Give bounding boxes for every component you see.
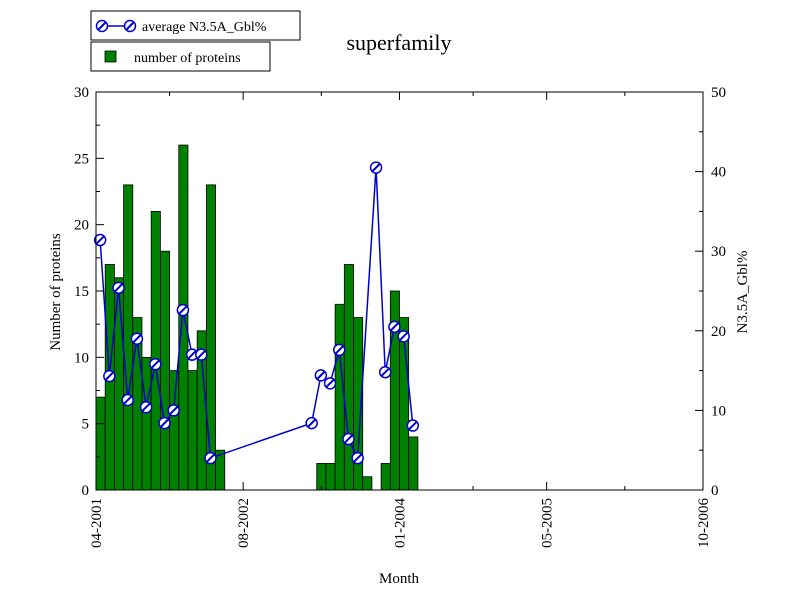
- y-axis-label: Number of proteins: [48, 233, 64, 351]
- bar-09-2003: [362, 476, 373, 491]
- y2-axis-label: N3.5A_Gbl%: [735, 251, 751, 334]
- y-tick-label-10: 10: [74, 350, 89, 366]
- y-tick-label-5: 5: [82, 417, 90, 433]
- line-point-hatch-11-2003: [381, 367, 390, 377]
- line-point-hatch-07-2003: [344, 434, 353, 444]
- line-point-hatch-12-2003: [390, 322, 399, 332]
- line-point-hatch-09-2001: [141, 403, 151, 412]
- bar-04-2002: [205, 184, 216, 491]
- x-tick-label-01-2004: 01-2004: [393, 498, 409, 548]
- y-tick-label-15: 15: [74, 284, 89, 300]
- bar-01-2002: [178, 144, 189, 491]
- y2-tick-label-30: 30: [711, 244, 726, 260]
- x-tick-label-08-2002: 08-2002: [236, 498, 252, 548]
- axes-layer: 0 5 10 15 20 25 30 0 10 20 30 40 50 04-2001 08-2002 01-…: [74, 85, 726, 548]
- line-point-hatch-10-2003: [371, 163, 381, 172]
- y-tick-label-25: 25: [74, 151, 89, 167]
- line-point-hatch-06-2001: [114, 283, 123, 293]
- bar-05-2003: [325, 463, 336, 491]
- x-tick-label-05-2005: 05-2005: [540, 498, 556, 548]
- bar-02-2004: [408, 436, 419, 491]
- bar-04-2001: [95, 396, 106, 491]
- line-point-hatch-08-2001: [132, 334, 142, 343]
- legend-bar-swatch: [104, 50, 117, 63]
- line-point-hatch-04-2001: [95, 235, 105, 245]
- line-layer: [93, 161, 420, 465]
- y-tick-label-20: 20: [74, 218, 89, 234]
- line-point-hatch-10-2001: [151, 360, 160, 369]
- bar-11-2001: [159, 250, 170, 491]
- y2-tick-label-10: 10: [711, 403, 726, 419]
- bar-10-2001: [150, 210, 161, 491]
- line-point-hatch-01-2002: [178, 305, 188, 315]
- legend-line-label: average N3.5A_Gbl%: [142, 20, 267, 35]
- line-point-hatch-07-2001: [123, 395, 132, 405]
- line-point-hatch-05-2003: [325, 379, 335, 388]
- line-point-hatch-11-2001: [160, 418, 169, 428]
- line-point-hatch-12-2001: [169, 406, 178, 415]
- legend-bar-label: number of proteins: [134, 51, 241, 66]
- y-tick-label-30: 30: [74, 85, 89, 101]
- bar-12-2001: [169, 370, 180, 491]
- legend: average N3.5A_Gbl% number of proteins: [90, 10, 301, 72]
- line-point-hatch-05-2001: [105, 371, 114, 381]
- y-tick-label-0: 0: [82, 483, 90, 499]
- line-point-hatch-02-2002: [187, 350, 197, 359]
- line-point-hatch-01-2004: [399, 332, 408, 341]
- line-point-hatch-03-2003: [307, 418, 316, 428]
- line-point-hatch-06-2003: [335, 345, 344, 355]
- line-point-hatch-08-2003: [353, 453, 362, 463]
- y2-tick-label-40: 40: [711, 165, 726, 181]
- line-point-hatch-03-2002: [197, 350, 206, 359]
- series-line-average: [99, 167, 414, 462]
- y2-tick-label-20: 20: [711, 324, 726, 340]
- legend-line-marker-right-hatch: [125, 21, 135, 31]
- legend-line-marker-left-hatch: [97, 21, 107, 31]
- x-tick-label-04-2001: 04-2001: [89, 498, 105, 548]
- bars-layer: [95, 144, 419, 491]
- bar-06-2003: [334, 303, 345, 491]
- x-tick-label-10-2006: 10-2006: [696, 498, 712, 548]
- legend-box-bars: [90, 41, 271, 72]
- y2-tick-label-50: 50: [711, 85, 726, 101]
- chart-title: superfamily: [346, 30, 451, 55]
- x-axis-label: Month: [379, 571, 420, 587]
- y2-tick-label-0: 0: [711, 483, 719, 499]
- line-point-hatch-04-2002: [206, 453, 215, 463]
- bar-11-2003: [380, 463, 391, 491]
- bar-02-2002: [187, 370, 198, 491]
- line-point-hatch-02-2004: [408, 421, 418, 430]
- line-point-hatch-04-2003: [316, 371, 326, 380]
- bar-09-2001: [141, 356, 152, 491]
